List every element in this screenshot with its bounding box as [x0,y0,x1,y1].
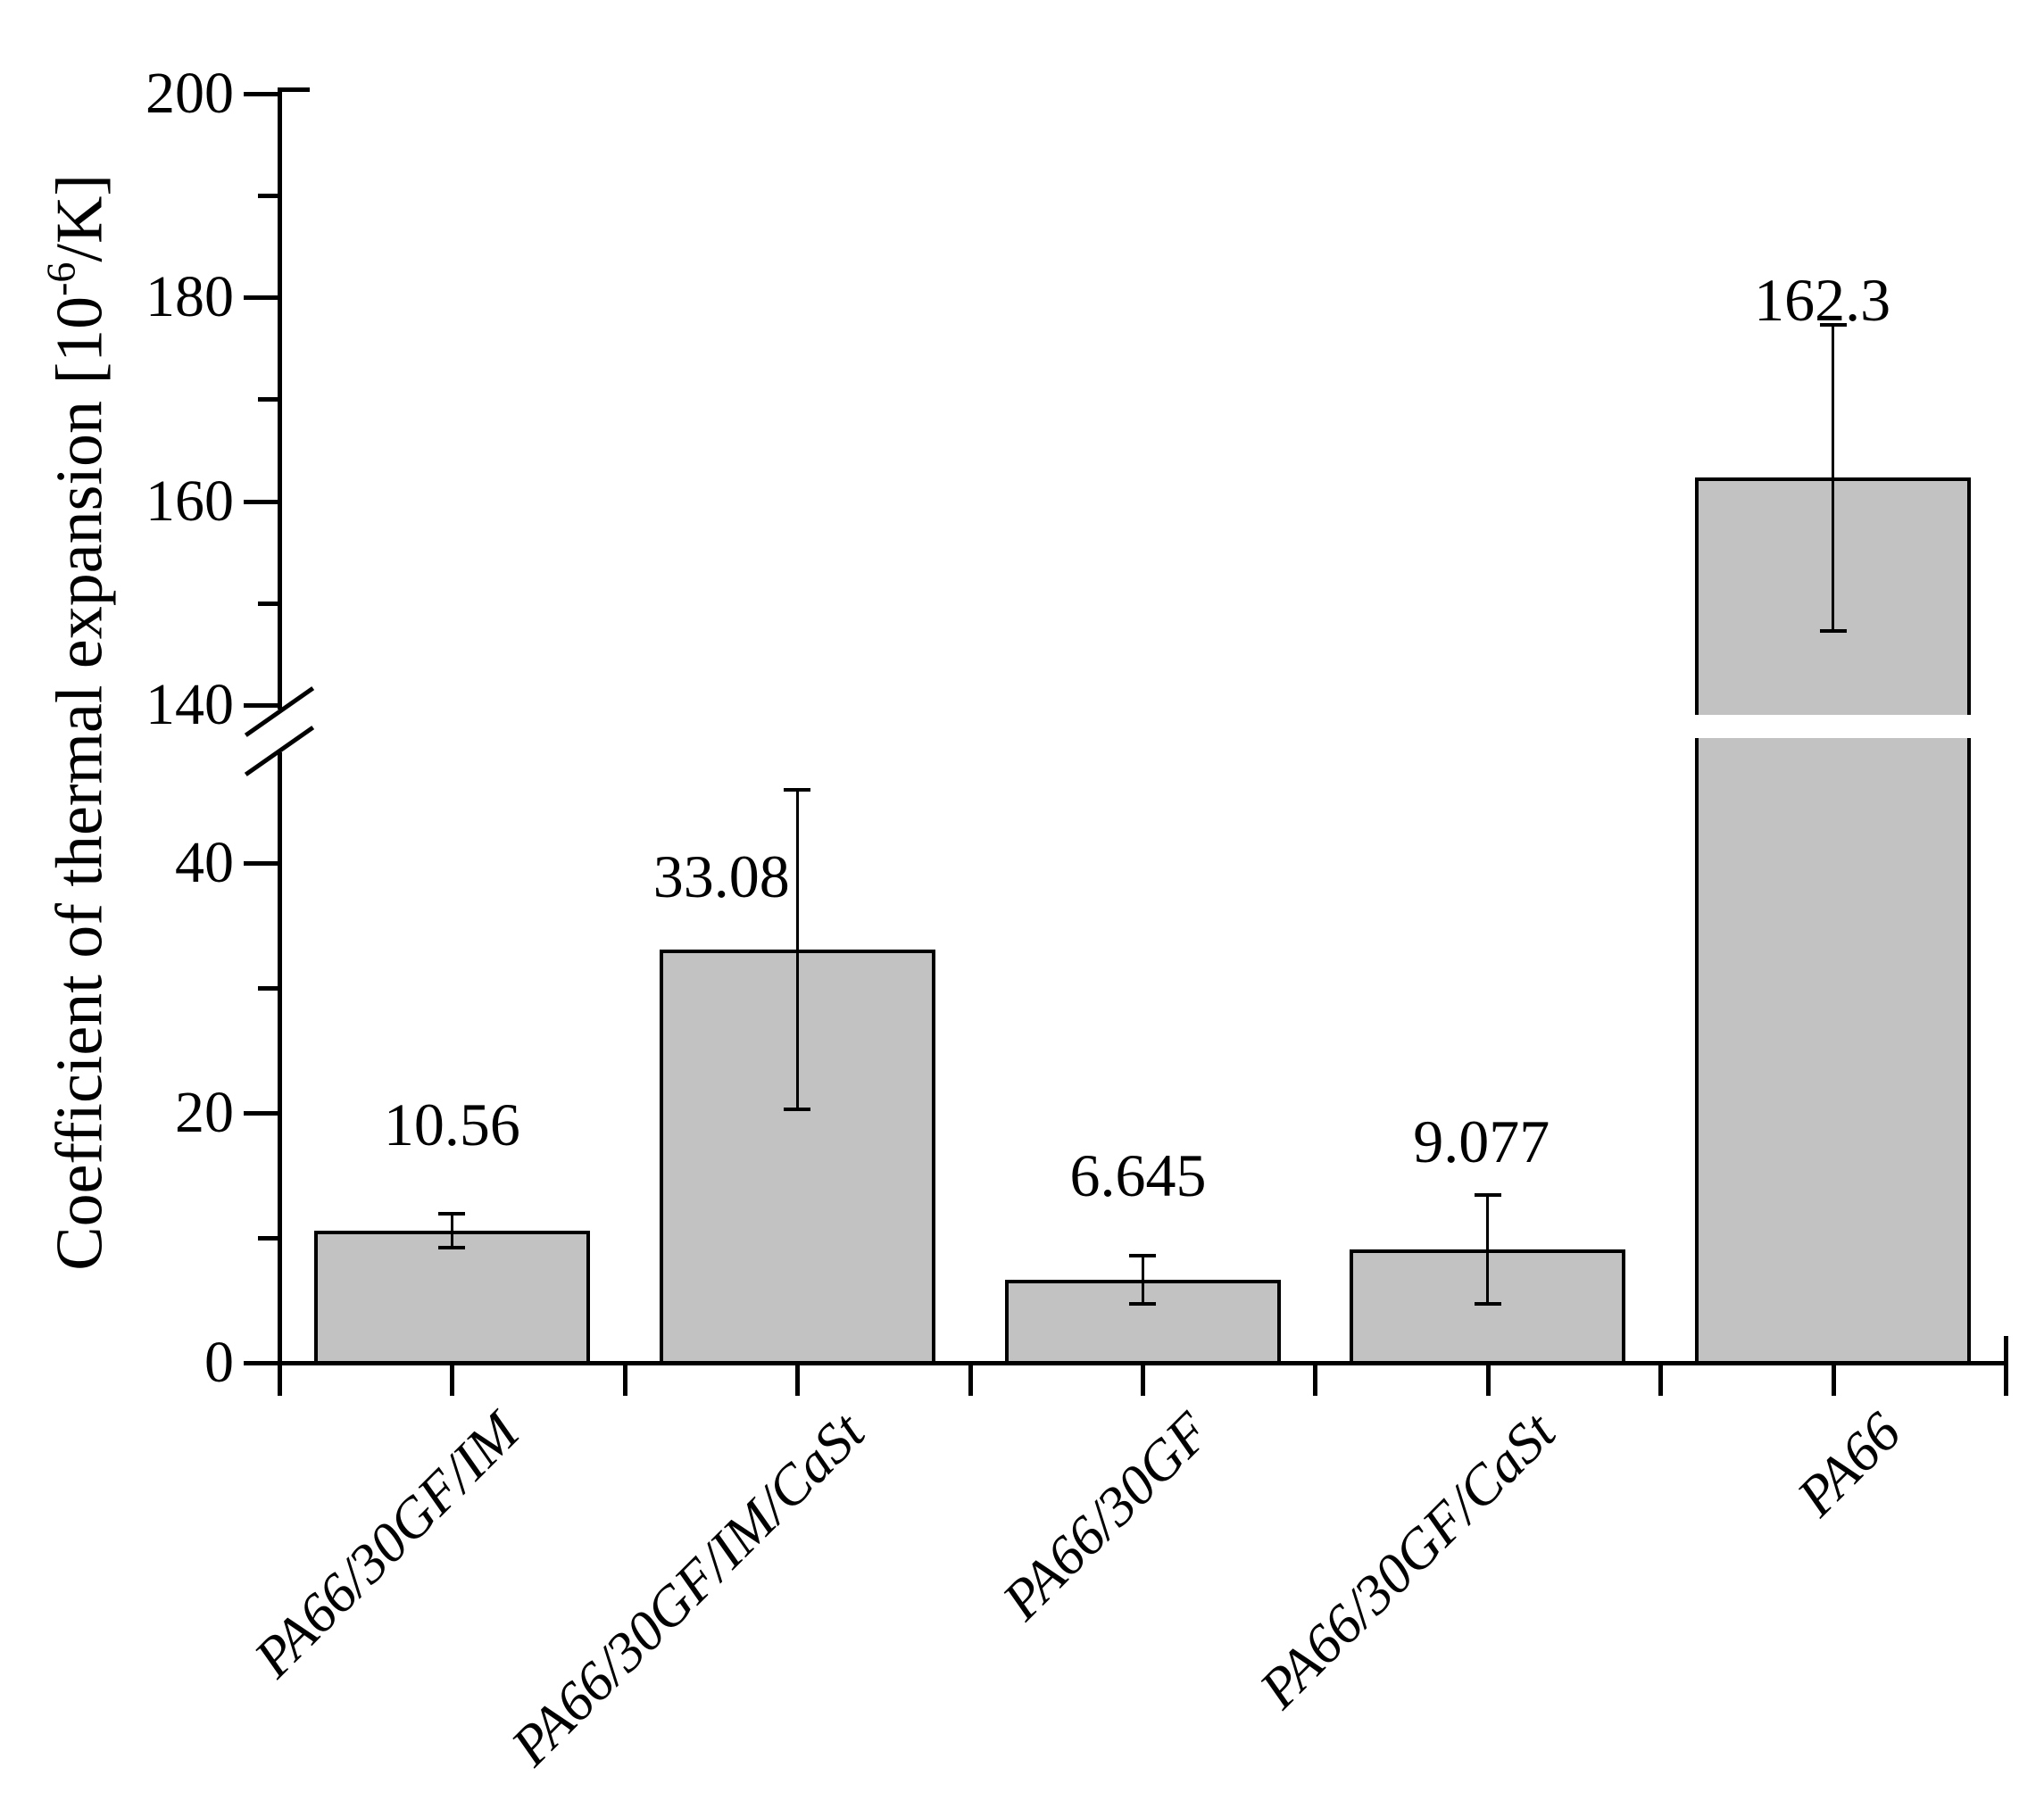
y-tick-minor [258,397,278,402]
bar [313,1231,590,1365]
category-label: PA66/30GF/IM [242,1400,532,1689]
x-tick [968,1365,973,1396]
x-axis-line [254,1361,2008,1365]
error-bar-cap-bottom [784,1108,811,1112]
error-bar-cap-top [784,787,811,792]
y-axis-lower-segment [278,752,282,1379]
error-bar-cap-bottom [438,1246,466,1250]
error-bar-cap-bottom [1819,628,1847,633]
y-tick-label: 180 [145,264,234,330]
y-tick-major [244,703,278,708]
y-tick-minor [258,1236,278,1241]
x-tick [278,1365,282,1396]
x-tick [450,1365,455,1396]
y-tick-major [244,91,278,96]
y-tick-label: 0 [204,1330,234,1395]
error-bar-line [450,1213,453,1249]
x-tick [1485,1365,1491,1396]
category-label: PA66 [1784,1400,1913,1528]
y-tick-label: 20 [175,1080,234,1145]
bar-value-label: 9.077 [1413,1108,1550,1176]
bar-value-label: 10.56 [383,1090,520,1158]
y-tick-minor [258,601,278,606]
y-tick-major [244,499,278,504]
error-bar-cap-top [438,1211,466,1216]
x-tick [1313,1365,1318,1396]
bar-value-label: 33.08 [652,842,790,910]
error-bar-cap-top [1129,1254,1156,1258]
y-axis-upper-segment [278,87,282,709]
error-bar-line [795,789,799,1110]
bar-value-label: 162.3 [1754,266,1891,335]
x-axis-right-cap [2004,1336,2008,1363]
y-tick-major [244,861,278,866]
error-bar-line [1141,1256,1144,1304]
x-tick [622,1365,627,1396]
bar-value-label: 6.645 [1069,1141,1207,1210]
bar-axis-break-gap [1692,715,1974,738]
y-axis-title-suffix: /K] [43,173,117,262]
y-axis-top-cap [278,87,310,92]
error-bar-cap-top [1474,1193,1501,1198]
y-tick-minor [258,194,278,198]
error-bar-line [1832,325,1835,631]
error-bar-line [1486,1195,1490,1304]
error-bar-cap-bottom [1474,1301,1501,1306]
y-tick-major [244,295,278,301]
category-label: PA66/30GF/CaSt [1247,1400,1567,1721]
category-label: PA66/30GF/IM/CaSt [499,1400,877,1778]
x-tick [1141,1365,1145,1396]
error-bar-cap-bottom [1129,1301,1156,1306]
y-tick-label: 140 [145,672,234,737]
x-tick [795,1365,801,1396]
x-tick [1658,1365,1664,1396]
y-tick-major [244,1361,278,1365]
y-tick-label: 160 [145,468,234,534]
y-tick-minor [258,986,278,991]
error-bar-cap-top [1819,323,1847,328]
y-tick-label: 40 [175,830,234,895]
x-tick [1831,1365,1836,1396]
category-label: PA66/30GF [990,1400,1222,1632]
x-tick [2004,1365,2008,1396]
y-tick-major [244,1111,278,1116]
y-tick-label: 200 [145,60,234,126]
